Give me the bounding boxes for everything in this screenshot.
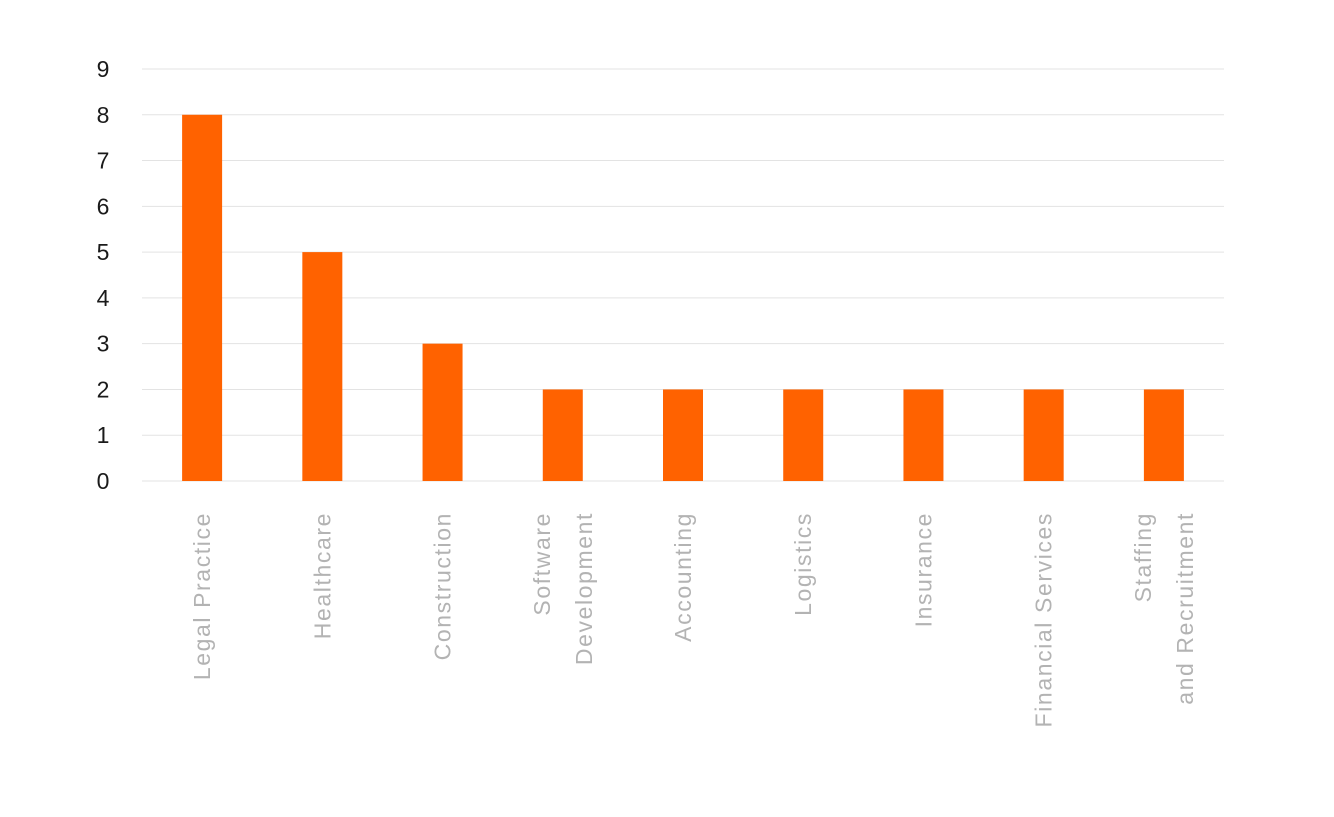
y-tick-label: 6 [97,193,110,219]
y-axis-ticks: 0 1 2 3 4 5 6 7 8 9 [97,56,110,494]
bars [182,114,1184,482]
y-tick-label: 5 [97,239,110,265]
bar [542,389,583,481]
bar [422,343,463,481]
x-tick-label: Logistics [790,512,816,616]
x-tick-label: Accounting [670,512,696,642]
y-tick-label: 7 [97,148,110,174]
x-axis-ticks: Legal Practice Healthcare Construction Soft… [189,512,1198,727]
y-tick-label: 9 [97,56,110,82]
x-tick-label: Software Development [529,512,597,665]
y-tick-label: 1 [97,422,110,448]
bar [182,114,223,482]
bar [1023,389,1064,481]
x-tick-label: Legal Practice [189,512,215,680]
x-tick-label: Healthcare [309,512,335,639]
bar [302,252,343,481]
bar [1143,389,1184,481]
x-tick-label: Financial Services [1031,512,1057,727]
bar [903,389,944,481]
bar [783,389,824,481]
x-tick-label: Construction [430,512,456,660]
x-tick-label: Insurance [910,512,936,627]
y-tick-label: 0 [97,468,110,494]
x-tick-label: Staffing and Recruitment [1130,512,1198,705]
y-tick-label: 8 [97,102,110,128]
y-tick-label: 4 [97,285,110,311]
bar [663,389,703,481]
y-tick-label: 2 [97,376,110,402]
y-tick-label: 3 [97,331,110,357]
